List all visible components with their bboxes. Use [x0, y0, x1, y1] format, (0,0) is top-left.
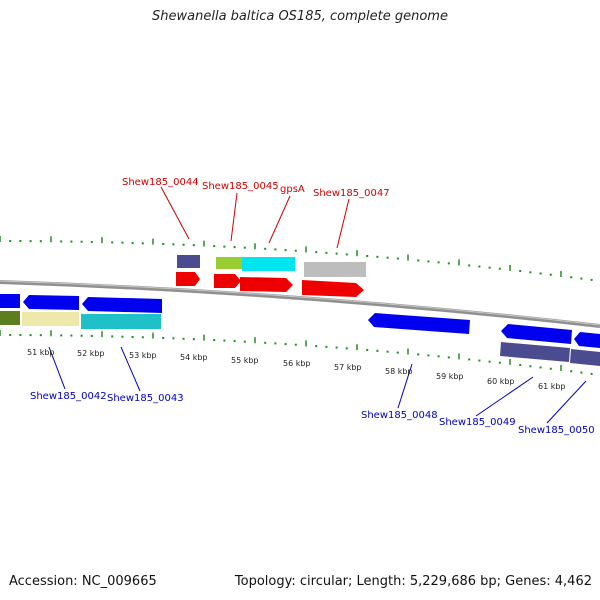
genome-backbone [0, 280, 600, 328]
forward-gene-labels: Shew185_0044 Shew185_0045 gpsA Shew185_0… [122, 177, 390, 199]
gene-arrow[interactable] [23, 295, 79, 310]
gene-arrow[interactable] [176, 272, 200, 286]
accession-text: Accession: NC_009665 [9, 574, 157, 589]
gene-label-shew185-0044[interactable]: Shew185_0044 [122, 177, 199, 188]
scale-label: 60 kbp [487, 377, 515, 386]
scale-label: 58 kbp [385, 367, 413, 376]
feature-block[interactable] [81, 314, 161, 329]
reverse-features [0, 294, 600, 366]
scale-label: 61 kbp [538, 382, 566, 391]
scale-label: 59 kbp [436, 372, 464, 381]
scale-label: 54 kbp [180, 353, 208, 362]
gene-label-shew185-0042[interactable]: Shew185_0042 [30, 391, 107, 402]
scale-label: 52 kbp [77, 349, 105, 358]
gene-label-shew185-0045[interactable]: Shew185_0045 [202, 181, 279, 192]
feature-block[interactable] [570, 349, 600, 366]
gene-arrow[interactable] [82, 297, 162, 313]
upper-tick-row [0, 236, 593, 281]
feature-block[interactable] [22, 312, 79, 326]
scale-label: 56 kbp [283, 359, 311, 368]
gene-arrow[interactable] [214, 274, 241, 288]
feature-block[interactable] [216, 257, 242, 269]
gene-label-shew185-0048[interactable]: Shew185_0048 [361, 410, 438, 421]
feature-block[interactable] [0, 311, 20, 325]
gene-arrow[interactable] [302, 280, 364, 297]
gene-arrow[interactable] [501, 324, 572, 344]
gene-label-gpsa[interactable]: gpsA [280, 184, 305, 195]
scale-label: 53 kbp [129, 351, 157, 360]
gene-label-shew185-0043[interactable]: Shew185_0043 [107, 393, 184, 404]
genome-title: Shewanella baltica OS185, complete genom… [152, 9, 448, 24]
scale-label: 51 kbp [27, 348, 55, 357]
topology-text: Topology: circular; Length: 5,229,686 bp… [234, 574, 592, 589]
forward-features [176, 255, 366, 297]
scale-label: 55 kbp [231, 356, 259, 365]
gene-arrow[interactable] [368, 313, 470, 334]
gene-label-shew185-0050[interactable]: Shew185_0050 [518, 425, 595, 436]
gene-arrow[interactable] [240, 277, 293, 292]
reverse-gene-labels: Shew185_0042 Shew185_0043 Shew185_0048 S… [30, 391, 595, 436]
feature-block[interactable] [177, 255, 200, 268]
gene-label-shew185-0047[interactable]: Shew185_0047 [313, 188, 390, 199]
gene-arrow[interactable] [0, 294, 20, 308]
gene-label-shew185-0049[interactable]: Shew185_0049 [439, 417, 516, 428]
gene-arrow[interactable] [574, 332, 600, 348]
feature-block[interactable] [304, 262, 366, 277]
forward-callouts [160, 186, 350, 249]
reverse-callouts [48, 346, 587, 424]
feature-block[interactable] [242, 257, 295, 271]
lower-tick-row [0, 330, 593, 375]
feature-block[interactable] [500, 342, 570, 362]
scale-label: 57 kbp [334, 363, 362, 372]
scale-labels: 51 kbp 52 kbp 53 kbp 54 kbp 55 kbp 56 kb… [27, 348, 566, 391]
